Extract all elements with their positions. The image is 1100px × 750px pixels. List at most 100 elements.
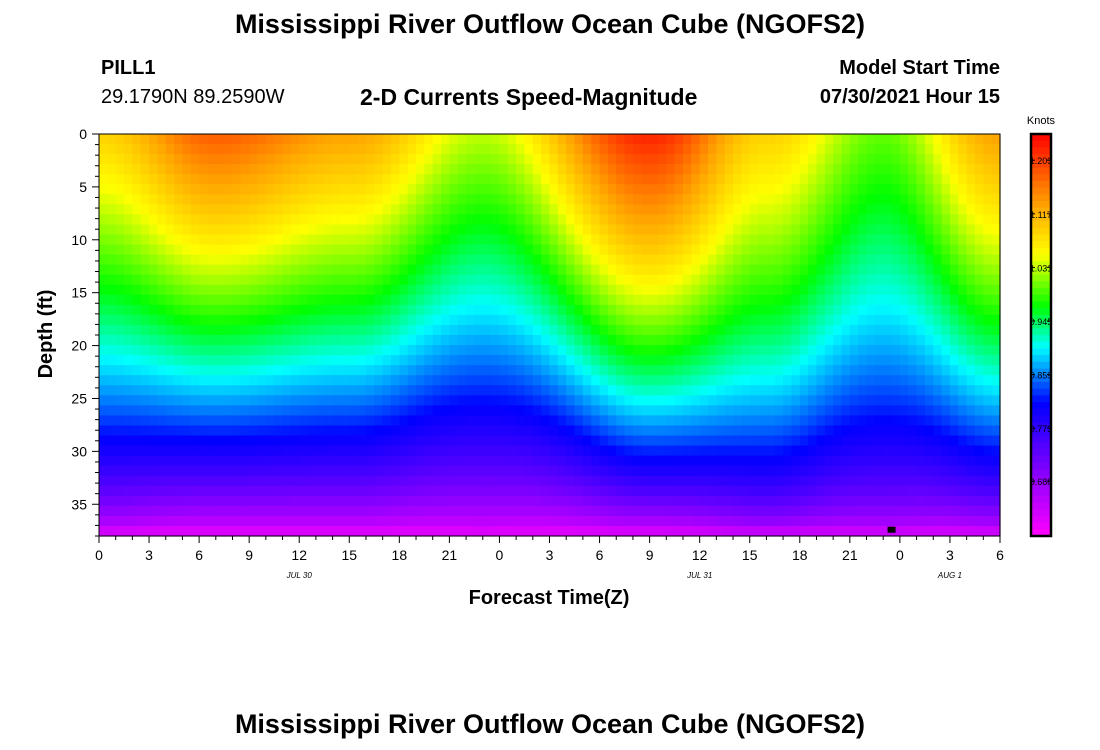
heatmap-cell — [824, 274, 834, 286]
heatmap-cell — [582, 324, 592, 336]
heatmap-cell — [390, 415, 400, 427]
heatmap-cell — [507, 294, 517, 306]
heatmap-cell — [132, 304, 142, 316]
heatmap-cell — [374, 335, 384, 346]
heatmap-cell — [365, 274, 375, 286]
heatmap-cell — [841, 274, 851, 286]
heatmap-cell — [574, 184, 584, 195]
heatmap-cell — [833, 174, 843, 185]
heatmap-cell — [616, 174, 626, 185]
heatmap-cell — [224, 254, 234, 266]
heatmap-cell — [315, 385, 325, 396]
heatmap-cell — [407, 465, 417, 477]
heatmap-cell — [883, 144, 893, 155]
heatmap-cell — [466, 234, 476, 246]
heatmap-cell — [232, 445, 242, 457]
heatmap-cell — [507, 385, 517, 396]
heatmap-cell — [682, 224, 692, 236]
heatmap-cell — [99, 164, 108, 175]
heatmap-cell — [924, 164, 934, 175]
heatmap-cell — [374, 435, 384, 447]
heatmap-cell — [933, 455, 943, 467]
heatmap-cell — [390, 445, 400, 457]
heatmap-cell — [432, 184, 442, 195]
heatmap-cell — [382, 475, 392, 487]
heatmap-cell — [941, 264, 951, 276]
heatmap-cell — [949, 244, 959, 256]
heatmap-cell — [382, 204, 392, 215]
heatmap-cell — [557, 495, 567, 507]
heatmap-cell — [274, 425, 284, 437]
heatmap-cell — [899, 234, 909, 246]
heatmap-cell — [933, 355, 943, 366]
heatmap-cell — [866, 525, 876, 537]
heatmap-cell — [532, 515, 542, 527]
heatmap-cell — [858, 194, 868, 205]
heatmap-cell — [682, 274, 692, 286]
heatmap-cell — [257, 475, 267, 487]
heatmap-cell — [249, 515, 259, 527]
heatmap-cell — [599, 214, 609, 226]
heatmap-cell — [691, 495, 701, 507]
heatmap-cell — [958, 164, 968, 175]
heatmap-cell — [99, 455, 108, 467]
heatmap-cell — [866, 495, 876, 507]
heatmap-cell — [799, 435, 809, 447]
heatmap-cell — [174, 144, 184, 155]
heatmap-cell — [257, 415, 267, 427]
heatmap-cell — [474, 274, 484, 286]
heatmap-cell — [666, 425, 676, 437]
heatmap-cell — [549, 465, 559, 477]
heatmap-cell — [399, 244, 409, 256]
heatmap-cell — [240, 405, 250, 416]
heatmap-cell — [199, 465, 209, 477]
heatmap-cell — [774, 445, 784, 457]
heatmap-cell — [699, 515, 709, 527]
heatmap-cell — [132, 214, 142, 226]
heatmap-cell — [582, 425, 592, 437]
heatmap-cell — [340, 194, 350, 205]
heatmap-cell — [566, 164, 576, 175]
heatmap-cell — [516, 465, 526, 477]
heatmap-cell — [557, 264, 567, 276]
heatmap-cell — [307, 445, 317, 457]
heatmap-cell — [783, 385, 793, 396]
heatmap-cell — [641, 525, 651, 537]
heatmap-cell — [557, 395, 567, 406]
heatmap-cell — [891, 324, 901, 336]
heatmap-cell — [416, 264, 425, 276]
heatmap-cell — [716, 144, 726, 155]
heatmap-cell — [933, 475, 943, 487]
heatmap-cell — [591, 174, 601, 185]
heatmap-cell — [140, 395, 150, 406]
heatmap-cell — [974, 314, 984, 326]
heatmap-cell — [741, 164, 751, 175]
heatmap-cell — [282, 234, 292, 246]
heatmap-cell — [783, 415, 793, 427]
heatmap-cell — [733, 324, 742, 336]
heatmap-cell — [582, 335, 592, 346]
heatmap-cell — [416, 405, 425, 416]
heatmap-cell — [249, 264, 259, 276]
heatmap-cell — [808, 385, 818, 396]
heatmap-cell — [115, 244, 125, 256]
heatmap-cell — [841, 164, 851, 175]
heatmap-cell — [841, 505, 851, 517]
heatmap-cell — [674, 335, 684, 346]
heatmap-cell — [257, 335, 267, 346]
heatmap-cell — [99, 445, 108, 457]
heatmap-cell — [599, 324, 609, 336]
colorbar-segment — [1031, 368, 1051, 376]
heatmap-cell — [624, 214, 634, 226]
heatmap-cell — [733, 154, 742, 165]
heatmap-cell — [124, 345, 133, 356]
heatmap-cell — [749, 465, 759, 477]
heatmap-cell — [891, 204, 901, 215]
heatmap-cell — [591, 304, 601, 316]
heatmap-cell — [924, 335, 934, 346]
heatmap-cell — [574, 294, 584, 306]
heatmap-cell — [282, 495, 292, 507]
heatmap-cell — [265, 375, 275, 386]
colorbar-segment — [1031, 254, 1051, 262]
heatmap-cell — [274, 405, 284, 416]
